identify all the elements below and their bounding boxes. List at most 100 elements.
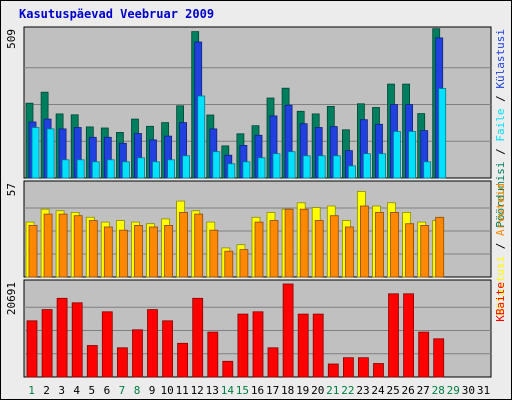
bar-kbaite-day-13: [207, 331, 219, 378]
bar-kbaite-day-2: [41, 309, 53, 378]
bar-kbaite-day-23: [357, 357, 369, 378]
bar-kbaite-day-19: [297, 313, 309, 378]
x-tick-label: 9: [149, 384, 156, 397]
bar-kbaite-day-24: [373, 363, 384, 378]
bar-arvuteid-day-9: [149, 226, 158, 278]
bar-faile-day-11: [182, 155, 191, 179]
bar-kbaite-day-22: [342, 357, 354, 378]
bar-arvuteid-day-2: [43, 213, 53, 278]
bar-faile-day-4: [76, 159, 85, 179]
bar-faile-day-28: [438, 88, 447, 179]
legend-entry: Pöördumisi: [494, 161, 507, 227]
bar-arvuteid-day-22: [344, 226, 354, 278]
bar-faile-day-13: [212, 151, 221, 179]
bar-arvuteid-day-8: [134, 224, 143, 278]
bar-arvuteid-day-1: [28, 224, 38, 278]
x-tick-label: 18: [281, 384, 294, 397]
x-tick-label: 31: [477, 384, 490, 397]
bar-arvuteid-day-4: [73, 215, 83, 278]
bar-kbaite-day-17: [267, 347, 279, 378]
x-tick-label: 23: [356, 384, 369, 397]
bar-kbaite-day-25: [388, 293, 399, 378]
bar-arvuteid-day-13: [209, 229, 219, 278]
x-tick-label: 21: [326, 384, 339, 397]
bar-faile-day-20: [317, 155, 326, 179]
x-tick-label: 7: [119, 384, 126, 397]
bar-kbaite-day-4: [71, 302, 83, 378]
bar-faile-day-12: [197, 95, 206, 179]
bar-arvuteid-day-6: [103, 226, 113, 278]
bar-kbaite-day-21: [327, 363, 339, 378]
bar-arvuteid-day-18: [284, 208, 294, 278]
legend-entry: /: [494, 236, 507, 256]
bar-faile-day-24: [378, 153, 386, 179]
bar-faile-day-21: [332, 155, 341, 179]
x-tick-label: 22: [341, 384, 354, 397]
bar-kbaite-day-6: [101, 311, 113, 378]
bar-arvuteid-day-3: [58, 213, 68, 278]
y-axis-max-label: 20691: [5, 282, 18, 315]
bar-arvuteid-day-20: [314, 220, 324, 278]
x-tick-label: 4: [73, 384, 80, 397]
bar-faile-day-10: [167, 159, 176, 179]
x-tick-label: 2: [43, 384, 50, 397]
bar-faile-day-25: [393, 131, 401, 179]
bar-arvuteid-day-24: [375, 211, 384, 278]
bar-arvuteid-day-16: [254, 221, 264, 278]
x-tick-label: 8: [134, 384, 141, 397]
legend-entry: Faile: [494, 108, 507, 141]
bar-arvuteid-day-25: [390, 211, 399, 278]
bar-faile-day-1: [31, 127, 40, 179]
bar-kbaite-day-18: [282, 283, 294, 378]
bar-kbaite-day-15: [237, 313, 249, 378]
x-tick-label: 11: [176, 384, 189, 397]
bar-faile-day-6: [106, 159, 115, 179]
bar-kbaite-day-16: [252, 311, 264, 378]
x-tick-label: 6: [104, 384, 111, 397]
bar-kbaite-day-14: [222, 360, 234, 378]
bar-arvuteid-day-10: [164, 224, 174, 278]
bar-kbaite-day-20: [312, 313, 324, 378]
x-tick-label: 25: [386, 384, 399, 397]
bar-kbaite-day-7: [117, 347, 128, 378]
legend-entry: /: [494, 142, 507, 162]
x-tick-label: 17: [266, 384, 279, 397]
bar-arvuteid-day-28: [435, 216, 445, 278]
bar-faile-day-22: [347, 165, 356, 179]
legend-middle: Külastusi / Arvuteid: [494, 183, 507, 315]
x-tick-label: 5: [88, 384, 95, 397]
bar-arvuteid-day-14: [224, 250, 234, 278]
bar-faile-day-27: [423, 161, 432, 179]
bar-arvuteid-day-17: [269, 220, 279, 278]
chart-title: Kasutuspäevad Veebruar 2009: [19, 7, 215, 21]
bar-faile-day-8: [137, 157, 145, 179]
bar-kbaite-day-12: [192, 297, 204, 378]
legend-entry: Külastusi: [494, 29, 507, 89]
x-tick-label: 14: [221, 384, 235, 397]
bar-arvuteid-day-26: [405, 223, 415, 278]
x-tick-label: 27: [417, 384, 430, 397]
bar-faile-day-26: [408, 131, 417, 179]
x-tick-label: 13: [206, 384, 219, 397]
bar-kbaite-day-3: [56, 297, 68, 378]
bar-arvuteid-day-27: [420, 224, 430, 278]
bar-kbaite-day-8: [132, 329, 143, 378]
x-tick-label: 28: [432, 384, 445, 397]
bar-arvuteid-day-7: [119, 229, 128, 278]
bar-faile-day-3: [61, 159, 70, 179]
bar-faile-day-2: [46, 128, 55, 179]
legend-bottom: KBaite: [494, 282, 507, 322]
bar-faile-day-9: [152, 161, 160, 179]
y-axis-max-label: 509: [5, 29, 18, 49]
bar-kbaite-day-26: [403, 293, 415, 378]
bar-faile-day-23: [362, 153, 371, 179]
bar-kbaite-day-27: [418, 331, 430, 378]
x-tick-label: 1: [28, 384, 35, 397]
bar-arvuteid-day-12: [194, 213, 204, 278]
legend-entry: KBaite: [494, 282, 507, 322]
bar-faile-day-16: [257, 157, 266, 179]
y-axis-max-label: 57: [5, 183, 18, 196]
bar-arvuteid-day-23: [359, 205, 369, 278]
bar-faile-day-19: [302, 155, 311, 179]
